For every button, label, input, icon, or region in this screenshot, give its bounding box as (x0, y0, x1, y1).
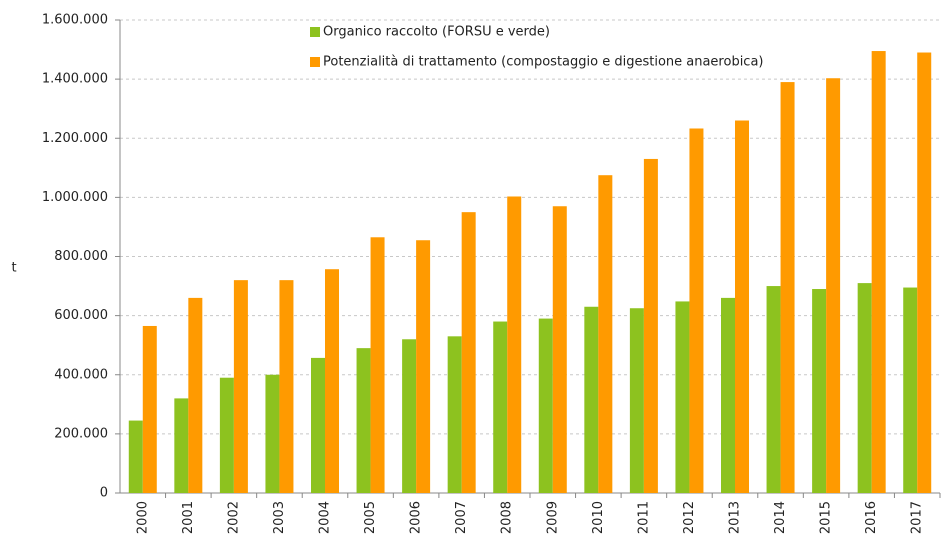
y-tick-label: 1.000.000 (42, 190, 108, 205)
x-tick-label: 2016 (864, 501, 879, 534)
bar (766, 286, 781, 493)
bar (447, 336, 462, 493)
bar (402, 339, 417, 493)
bar (265, 374, 280, 493)
x-tick-label: 2014 (773, 501, 788, 534)
bar (311, 357, 325, 493)
x-tick-label: 2004 (318, 501, 333, 534)
bar (188, 297, 203, 493)
bar (721, 297, 735, 493)
bar (629, 308, 644, 493)
bar (279, 280, 294, 493)
bar (174, 398, 189, 493)
bar (507, 196, 522, 493)
bar (857, 283, 872, 493)
y-tick-label: 200.000 (54, 426, 108, 441)
bar (219, 377, 234, 493)
x-tick-label: 2006 (409, 501, 424, 534)
bar (871, 51, 886, 494)
bar (812, 289, 827, 493)
x-tick-label: 2017 (910, 501, 925, 534)
legend-label: Organico raccolto (FORSU e verde) (323, 25, 550, 40)
bar (917, 52, 932, 494)
x-tick-label: 2010 (591, 501, 606, 534)
bar (643, 158, 658, 493)
bar (233, 280, 248, 493)
x-tick-label: 2008 (500, 501, 515, 534)
legend-swatch (310, 57, 320, 67)
bar (142, 325, 157, 493)
bar (903, 287, 918, 493)
x-tick-label: 2011 (636, 501, 651, 534)
bar (325, 269, 339, 493)
y-tick-label: 1.200.000 (42, 131, 108, 146)
x-tick-label: 2015 (819, 501, 834, 534)
bar (826, 78, 841, 493)
y-tick-label: 400.000 (54, 367, 108, 382)
x-tick-label: 2009 (545, 501, 560, 534)
bar (689, 128, 704, 493)
bar (356, 348, 371, 493)
legend-label: Potenzialità di trattamento (compostaggi… (323, 55, 764, 70)
y-tick-label: 800.000 (54, 249, 108, 264)
bar (493, 321, 508, 493)
bar (598, 175, 613, 493)
x-tick-label: 2001 (181, 501, 196, 534)
x-tick-label: 2007 (454, 501, 469, 534)
y-tick-label: 1.400.000 (42, 72, 108, 87)
x-tick-label: 2005 (363, 501, 378, 534)
bar (735, 120, 749, 493)
y-axis-label: t (11, 261, 16, 276)
x-tick-label: 2003 (272, 501, 287, 534)
bar (675, 301, 690, 493)
x-tick-label: 2002 (226, 501, 241, 534)
y-tick-label: 1.600.000 (42, 13, 108, 28)
x-tick-label: 2000 (135, 501, 150, 534)
bar (128, 420, 143, 493)
y-tick-label: 0 (100, 486, 108, 501)
bar (538, 318, 553, 493)
bar (780, 82, 795, 494)
bar (416, 240, 431, 493)
bar (370, 237, 385, 493)
y-tick-label: 600.000 (54, 308, 108, 323)
bar (552, 206, 567, 493)
legend-swatch (310, 27, 320, 37)
bar (584, 306, 599, 493)
x-tick-label: 2012 (682, 501, 697, 534)
bar (461, 212, 476, 493)
x-tick-label: 2013 (728, 501, 743, 534)
